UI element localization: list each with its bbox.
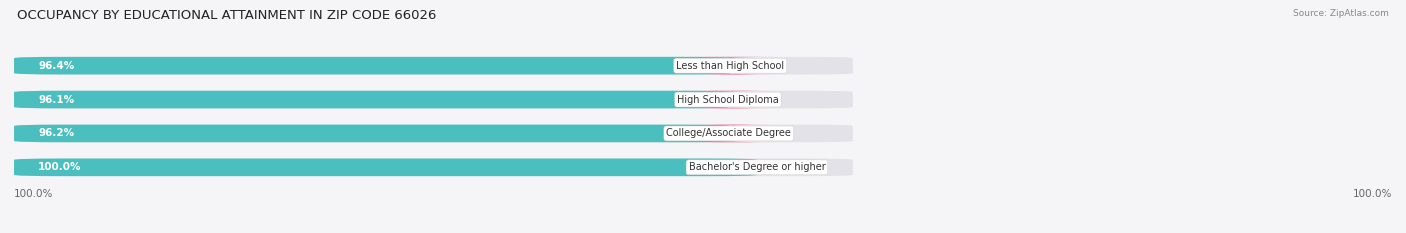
Text: 96.4%: 96.4% [38, 61, 75, 71]
Text: 3.9%: 3.9% [747, 95, 772, 105]
Text: 100.0%: 100.0% [14, 189, 53, 199]
Text: Less than High School: Less than High School [676, 61, 785, 71]
FancyBboxPatch shape [14, 158, 853, 176]
FancyBboxPatch shape [14, 91, 728, 108]
Text: 96.1%: 96.1% [38, 95, 75, 105]
FancyBboxPatch shape [686, 57, 778, 75]
Text: High School Diploma: High School Diploma [678, 95, 779, 105]
Text: 0.0%: 0.0% [772, 162, 797, 172]
FancyBboxPatch shape [14, 57, 730, 75]
Text: OCCUPANCY BY EDUCATIONAL ATTAINMENT IN ZIP CODE 66026: OCCUPANCY BY EDUCATIONAL ATTAINMENT IN Z… [17, 9, 436, 22]
FancyBboxPatch shape [683, 91, 776, 108]
FancyBboxPatch shape [14, 91, 853, 108]
Text: 100.0%: 100.0% [1353, 189, 1392, 199]
FancyBboxPatch shape [14, 158, 756, 176]
Text: 3.6%: 3.6% [748, 61, 775, 71]
Text: College/Associate Degree: College/Associate Degree [666, 128, 792, 138]
Text: Source: ZipAtlas.com: Source: ZipAtlas.com [1294, 9, 1389, 18]
Text: 96.2%: 96.2% [38, 128, 75, 138]
Text: Bachelor's Degree or higher: Bachelor's Degree or higher [689, 162, 825, 172]
FancyBboxPatch shape [14, 125, 853, 142]
FancyBboxPatch shape [14, 57, 853, 75]
Text: 3.8%: 3.8% [747, 128, 773, 138]
Text: 100.0%: 100.0% [38, 162, 82, 172]
FancyBboxPatch shape [685, 125, 776, 142]
FancyBboxPatch shape [14, 125, 728, 142]
